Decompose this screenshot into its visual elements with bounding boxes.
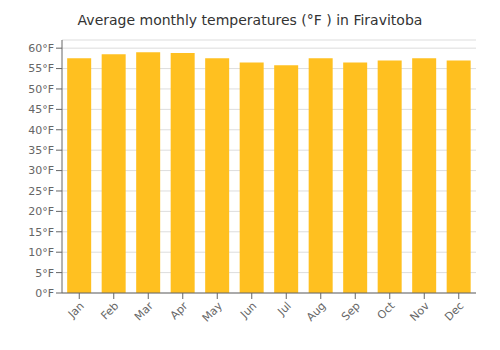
svg-text:Feb: Feb bbox=[98, 299, 121, 322]
svg-text:Jun: Jun bbox=[237, 299, 259, 321]
html-text:Average monthly temperatures (: Average monthly temperatures (°F ) in Fi… bbox=[77, 12, 423, 28]
svg-text:Mar: Mar bbox=[132, 299, 156, 323]
svg-text:25°F: 25°F bbox=[28, 185, 54, 198]
svg-text:Apr: Apr bbox=[168, 299, 191, 322]
svg-text:45°F: 45°F bbox=[28, 103, 54, 116]
svg-text:Jan: Jan bbox=[65, 299, 87, 321]
svg-text:15°F: 15°F bbox=[28, 226, 54, 239]
svg-text:Aug: Aug bbox=[304, 299, 328, 323]
svg-text:May: May bbox=[200, 299, 226, 325]
svg-text:Dec: Dec bbox=[442, 299, 466, 323]
svg-text:10°F: 10°F bbox=[28, 246, 54, 259]
svg-text:40°F: 40°F bbox=[28, 124, 54, 137]
svg-text:Jul: Jul bbox=[275, 299, 294, 318]
svg-text:0°F: 0°F bbox=[35, 287, 54, 300]
svg-text:20°F: 20°F bbox=[28, 205, 54, 218]
svg-text:35°F: 35°F bbox=[28, 144, 54, 157]
svg-text:30°F: 30°F bbox=[28, 164, 54, 177]
svg-text:Nov: Nov bbox=[408, 299, 433, 324]
svg-text:Sep: Sep bbox=[339, 299, 363, 323]
svg-text:Oct: Oct bbox=[375, 299, 398, 322]
svg-text:50°F: 50°F bbox=[28, 83, 54, 96]
svg-text:60°F: 60°F bbox=[28, 42, 54, 55]
svg-text:55°F: 55°F bbox=[28, 62, 54, 75]
svg-text:5°F: 5°F bbox=[35, 267, 54, 280]
